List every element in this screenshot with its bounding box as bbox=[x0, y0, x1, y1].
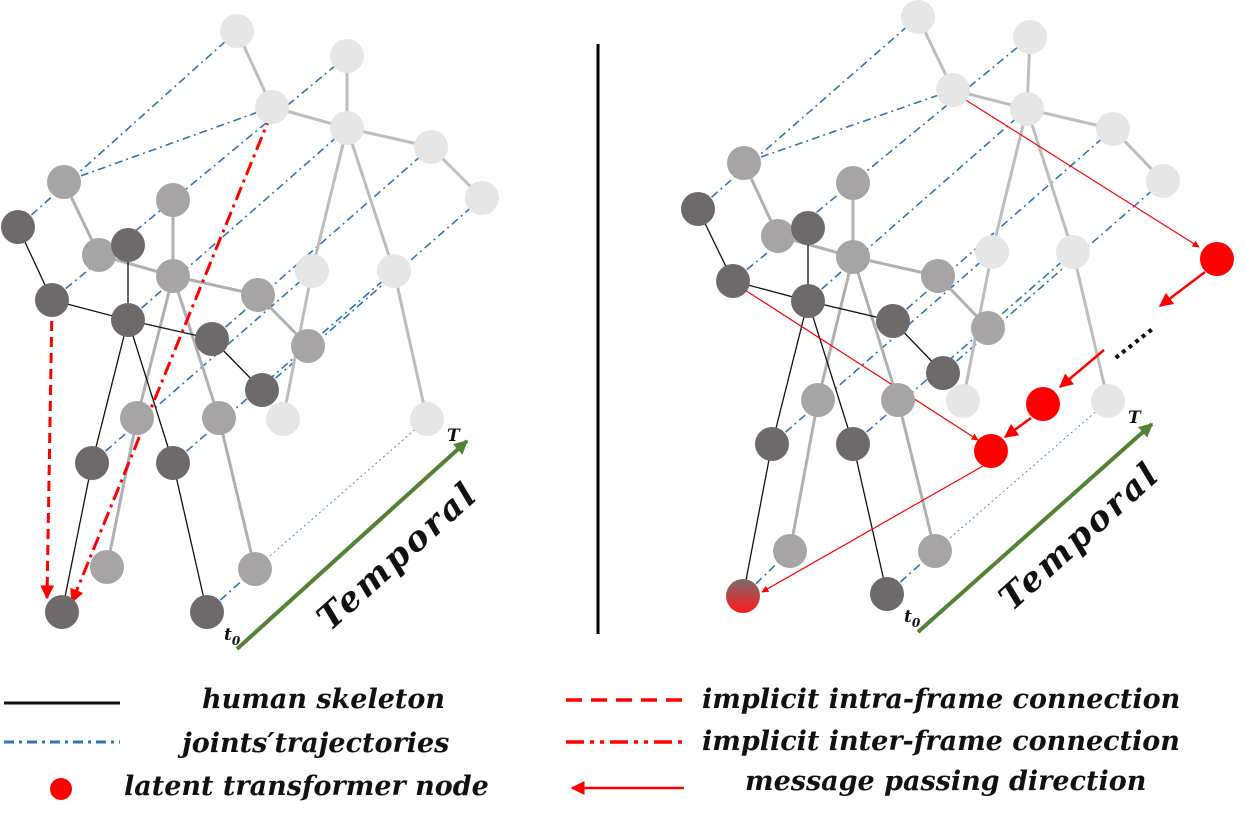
left-temporal-axis bbox=[235, 439, 469, 651]
right-message-passing bbox=[733, 91, 1206, 593]
right-temporal-label: Temporal bbox=[991, 454, 1168, 619]
legend-latent-swatch bbox=[50, 778, 72, 800]
left-panel: Temporal t0 T bbox=[1, 14, 499, 651]
left-temporal-label: Temporal bbox=[309, 474, 486, 639]
legend-joints-trajectories: joints′trajectories bbox=[177, 728, 449, 759]
legend-human-skeleton: human skeleton bbox=[202, 684, 445, 715]
left-inter-frame-connection bbox=[70, 111, 274, 604]
legend-message-passing: message passing direction bbox=[745, 766, 1146, 797]
left-intra-frame-connection bbox=[40, 304, 55, 600]
latent-node-1 bbox=[1200, 242, 1234, 276]
right-joints bbox=[681, 0, 1180, 613]
legend-latent-node: latent transformer node bbox=[124, 771, 489, 802]
left-joints bbox=[1, 14, 499, 629]
right-t0-label: t0 bbox=[904, 607, 921, 630]
right-panel: ...... bbox=[681, 0, 1234, 634]
left-T-label: T bbox=[447, 426, 461, 446]
legend: human skeleton joints′trajectories laten… bbox=[4, 684, 1180, 802]
left-back-skeleton bbox=[235, 30, 484, 420]
right-ellipsis: ...... bbox=[1104, 315, 1159, 366]
left-t0-label: t0 bbox=[224, 625, 241, 648]
latent-node-2 bbox=[1026, 387, 1060, 421]
legend-intra-frame: implicit intra-frame connection bbox=[702, 684, 1180, 715]
legend-inter-frame: implicit inter-frame connection bbox=[702, 726, 1180, 757]
right-latent-nodes bbox=[974, 242, 1234, 468]
right-temporal-axis bbox=[916, 422, 1154, 634]
right-T-label: T bbox=[1128, 408, 1142, 428]
latent-node-3 bbox=[974, 434, 1008, 468]
